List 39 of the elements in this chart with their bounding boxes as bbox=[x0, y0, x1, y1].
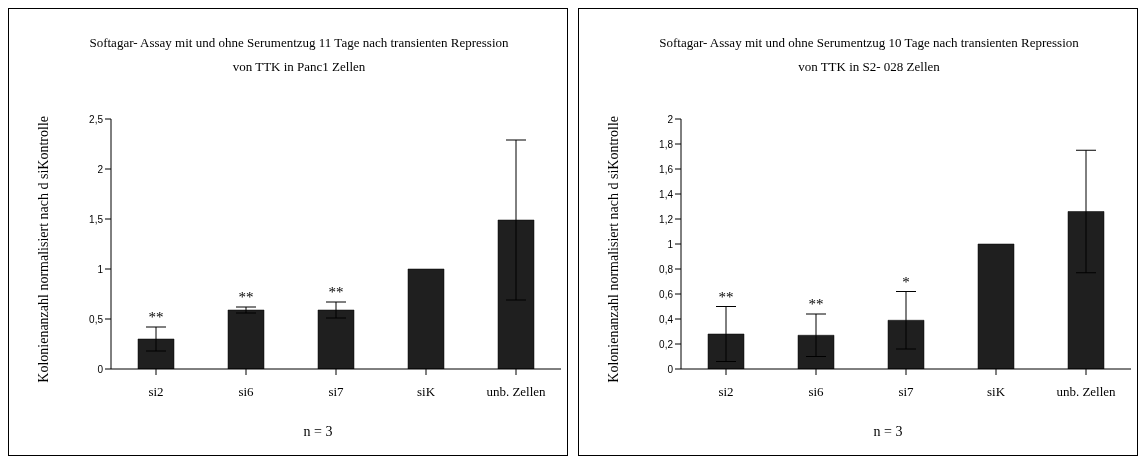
annotation: ** bbox=[718, 288, 734, 305]
x-tick-label: si7 bbox=[898, 384, 915, 400]
y-tick-label: 1 bbox=[667, 238, 674, 250]
annotation: ** bbox=[238, 289, 254, 305]
x-axis-title: n = 3 bbox=[302, 424, 334, 440]
y-tick-label: 1,8 bbox=[659, 138, 674, 150]
y-tick-label: 1,4 bbox=[659, 188, 674, 200]
y-tick-label: 1,2 bbox=[659, 213, 674, 225]
annotation: * bbox=[902, 273, 910, 290]
y-tick-label: 2,5 bbox=[89, 113, 104, 125]
y-tick-label: 1,5 bbox=[89, 213, 104, 225]
y-tick-label: 0,2 bbox=[659, 338, 674, 350]
y-axis-title: Kolonienanzahl normalisiert nach d siKontrolle bbox=[606, 115, 622, 383]
annotation: ** bbox=[808, 296, 824, 312]
x-axis-title: n = 3 bbox=[872, 424, 904, 440]
x-tick-label: siK bbox=[986, 384, 1006, 400]
y-tick-label: 0,6 bbox=[659, 288, 674, 300]
y-tick-label: 0,8 bbox=[659, 263, 674, 275]
y-tick-label: 1,6 bbox=[659, 163, 674, 175]
y-tick-label: 0 bbox=[667, 363, 674, 375]
y-tick-label: 0,5 bbox=[89, 313, 104, 325]
y-axis-title: Kolonienanzahl normalisiert nach d siKontrolle bbox=[36, 115, 52, 383]
y-tick-label: 0,4 bbox=[659, 313, 674, 325]
y-tick-label: 2 bbox=[667, 113, 674, 125]
x-tick-label: si2 bbox=[718, 384, 734, 400]
x-tick-label: si6 bbox=[238, 384, 255, 400]
y-tick-label: 0 bbox=[97, 363, 104, 375]
annotation: ** bbox=[148, 309, 164, 325]
y-tick-label: 1 bbox=[97, 263, 104, 275]
chart-title: Softagar- Assay mit und ohne Serumentzug 10 Tage nach transienten Repression von TTK in S2- 028 Zellen bbox=[659, 34, 1079, 76]
x-tick-label: unb. Zellen bbox=[486, 384, 547, 400]
x-tick-label: si7 bbox=[328, 384, 345, 400]
y-tick-label: 2 bbox=[97, 163, 104, 175]
x-tick-label: si6 bbox=[808, 384, 825, 400]
x-tick-label: unb. Zellen bbox=[1056, 384, 1117, 400]
x-tick-label: siK bbox=[416, 384, 436, 400]
x-tick-label: si2 bbox=[148, 384, 164, 400]
chart-title: Softagar- Assay mit und ohne Serumentzug 11 Tage nach transienten Repression von TTK in Panc1 Zellen bbox=[89, 34, 509, 76]
annotation: ** bbox=[328, 284, 344, 300]
